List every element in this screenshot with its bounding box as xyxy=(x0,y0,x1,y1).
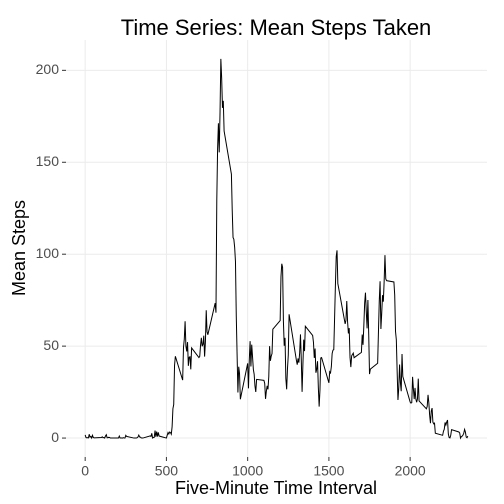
x-tick-label: 1500 xyxy=(313,463,344,479)
y-tick-label: 50 xyxy=(43,337,59,353)
x-axis-label: Five-Minute Time Interval xyxy=(175,478,377,498)
y-tick-label: 0 xyxy=(51,429,59,445)
y-tick-label: 150 xyxy=(36,153,60,169)
chart-title: Time Series: Mean Steps Taken xyxy=(121,15,432,40)
data-line xyxy=(84,58,469,440)
x-tick-label: 1000 xyxy=(232,463,263,479)
x-tick-label: 2000 xyxy=(395,463,426,479)
y-tick-label: 200 xyxy=(36,61,60,77)
y-axis-label: Mean Steps xyxy=(9,200,29,296)
x-tick-label: 500 xyxy=(155,463,179,479)
x-tick-label: 0 xyxy=(81,463,89,479)
y-tick-label: 100 xyxy=(36,245,60,261)
